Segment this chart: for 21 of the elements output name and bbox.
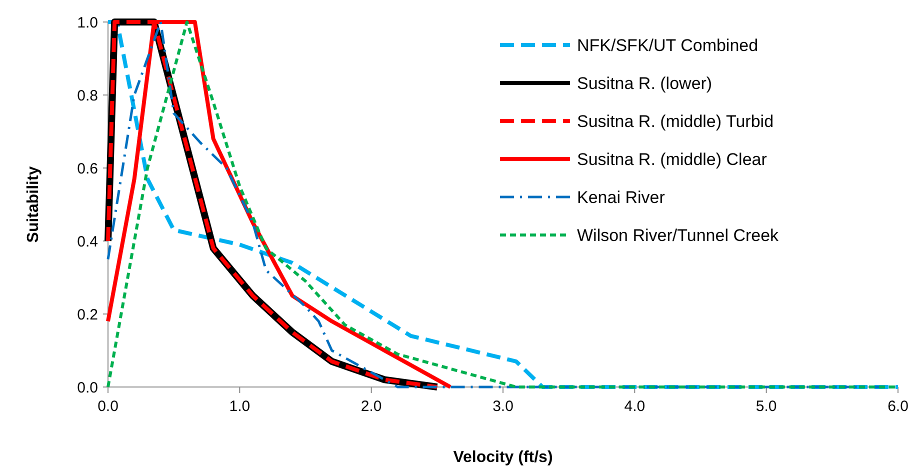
x-tick-label: 6.0 [888,398,908,415]
x-tick-label: 1.0 [229,398,250,415]
legend-label: NFK/SFK/UT Combined [577,36,758,55]
y-tick-label: 1.0 [77,14,98,32]
y-tick-label: 0.8 [77,87,98,104]
x-tick-label: 0.0 [98,398,118,415]
y-axis-title: Suitability [25,166,42,243]
y-tick-label: 0.2 [77,306,98,324]
y-tick-label: 0.0 [77,379,98,396]
y-tick-label: 0.4 [77,233,98,250]
legend-label: Susitna R. (middle) Clear [577,150,768,169]
legend-label: Kenai River [577,188,666,207]
y-tick-label: 0.6 [77,160,98,178]
x-tick-label: 3.0 [492,398,514,415]
legend-label: Susitna R. (lower) [577,74,712,93]
x-tick-label: 4.0 [624,398,646,415]
legend-label: Wilson River/Tunnel Creek [577,226,780,245]
x-axis-title: Velocity (ft/s) [453,449,553,466]
x-tick-label: 5.0 [756,398,777,415]
legend-label: Susitna R. (middle) Turbid [577,112,774,131]
x-tick-label: 2.0 [360,398,382,415]
